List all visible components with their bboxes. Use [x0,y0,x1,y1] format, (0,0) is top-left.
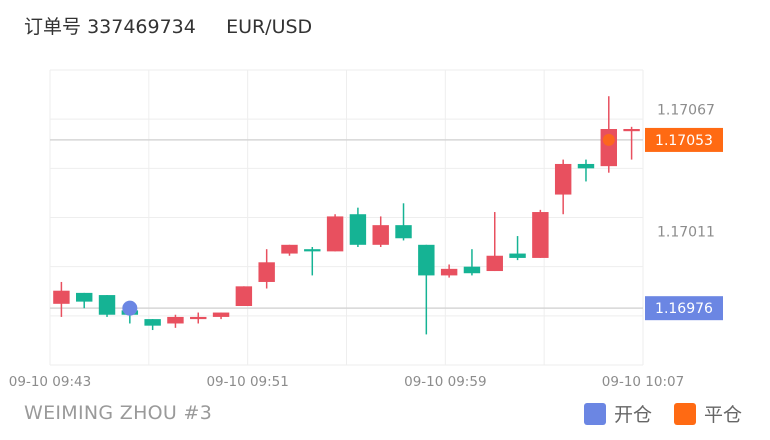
candle-body [372,225,389,245]
candle-body [258,262,275,282]
candle-body [326,216,344,252]
symbol-label: EUR/USD [226,16,313,38]
legend-item-close[interactable]: 平仓 [673,400,742,427]
open-price-badge: 1.16976 [655,301,713,317]
legend-item-open[interactable]: 开仓 [583,400,652,427]
x-tick-label: 09-10 09:51 [206,374,288,390]
candle-body [349,214,367,245]
candle-body [509,253,526,258]
candle-body [212,312,230,317]
candle-body [190,316,207,320]
y-tick-label: 1.17011 [657,225,715,241]
candle-body [577,163,595,169]
x-tick-label: 09-10 10:07 [602,374,684,390]
candle-body [486,255,503,272]
order-number: 337469734 [87,16,196,38]
legend-label-close: 平仓 [703,404,742,426]
markers [122,133,615,316]
order-header: 订单号 337469734 EUR/USD [24,12,312,39]
candle-body [167,316,184,324]
candle-body [463,266,481,274]
candlestick-chart: 1.17067 1.17011 1.17053 1.16976 09-10 09:43 0… [9,69,723,390]
close-swatch-icon [673,402,696,425]
candle-body [418,244,435,276]
candle-body [532,212,549,258]
candle-body [98,295,116,315]
legend-label-open: 开仓 [613,404,652,426]
candle-body [53,290,70,304]
x-tick-label: 09-10 09:43 [9,374,91,390]
close-price-badge-bg [645,127,723,152]
order-label: 订单号 [24,16,82,38]
candle-body [395,225,412,239]
candle-body [281,244,298,254]
candle-body [623,129,640,132]
grid [49,69,644,366]
price-lines [50,139,643,309]
open-price-badge-bg [645,296,723,321]
close-price-badge: 1.17053 [655,133,713,149]
candle-body [76,292,93,302]
x-tick-label: 09-10 09:59 [404,374,486,390]
open-swatch-icon [583,402,606,425]
axis-labels: 1.17067 1.17011 1.17053 1.16976 09-10 09:43 0… [9,102,723,390]
y-tick-label: 1.17067 [657,102,715,118]
candle-body [235,286,253,306]
candle-body [304,249,321,252]
account-name: WEIMING ZHOU #3 [24,402,213,424]
legend: 开仓 平仓 [562,400,742,427]
open-marker [122,300,138,316]
close-marker [602,133,615,146]
candle-body [144,319,161,326]
candle-body [440,268,458,276]
candle-body [554,163,572,195]
